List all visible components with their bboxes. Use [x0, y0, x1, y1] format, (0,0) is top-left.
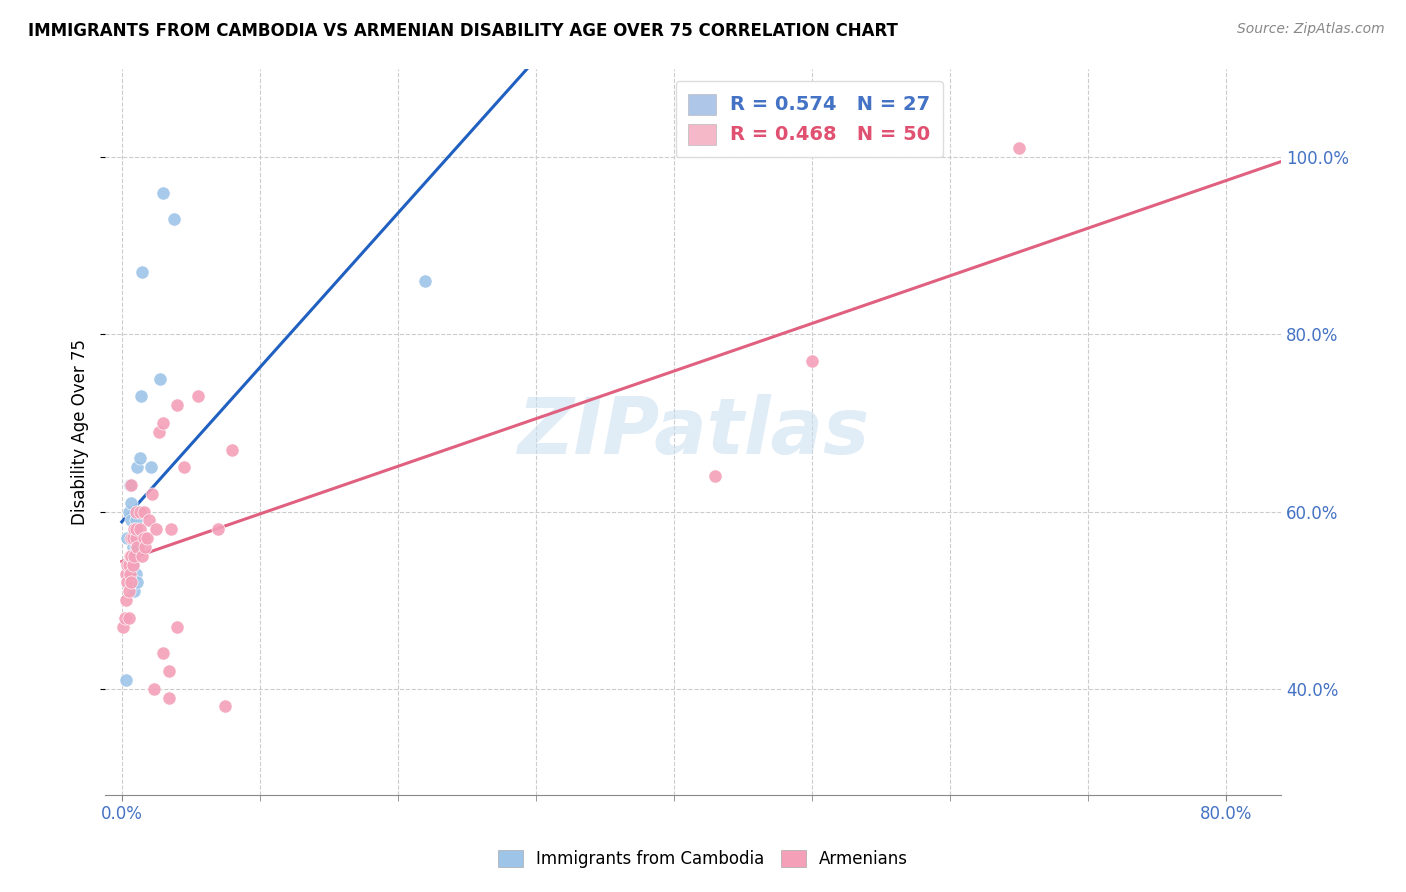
Point — [124, 504, 146, 518]
Point — [114, 611, 136, 625]
Point — [139, 460, 162, 475]
Point — [120, 575, 142, 590]
Point — [131, 549, 153, 563]
Point — [118, 584, 141, 599]
Point — [118, 611, 141, 625]
Point — [124, 566, 146, 581]
Point — [135, 531, 157, 545]
Point — [214, 699, 236, 714]
Point — [122, 531, 145, 545]
Text: Source: ZipAtlas.com: Source: ZipAtlas.com — [1237, 22, 1385, 37]
Point — [142, 681, 165, 696]
Point — [122, 549, 145, 563]
Point — [118, 478, 141, 492]
Point — [118, 558, 141, 572]
Point — [166, 398, 188, 412]
Point — [115, 593, 138, 607]
Point — [157, 690, 180, 705]
Point — [152, 646, 174, 660]
Y-axis label: Disability Age Over 75: Disability Age Over 75 — [72, 339, 89, 524]
Point — [134, 540, 156, 554]
Point — [125, 540, 148, 554]
Point — [187, 389, 209, 403]
Point — [160, 522, 183, 536]
Point — [132, 531, 155, 545]
Point — [120, 531, 142, 545]
Point — [149, 371, 172, 385]
Point — [122, 522, 145, 536]
Point — [118, 549, 141, 563]
Point — [207, 522, 229, 536]
Point — [128, 504, 150, 518]
Point — [704, 469, 727, 483]
Point — [415, 274, 437, 288]
Point — [117, 558, 139, 572]
Point — [118, 504, 141, 518]
Text: IMMIGRANTS FROM CAMBODIA VS ARMENIAN DISABILITY AGE OVER 75 CORRELATION CHART: IMMIGRANTS FROM CAMBODIA VS ARMENIAN DIS… — [28, 22, 898, 40]
Point — [128, 522, 150, 536]
Point — [120, 513, 142, 527]
Point — [166, 620, 188, 634]
Point — [121, 558, 143, 572]
Point — [115, 673, 138, 687]
Point — [124, 540, 146, 554]
Point — [121, 540, 143, 554]
Legend: Immigrants from Cambodia, Armenians: Immigrants from Cambodia, Armenians — [491, 843, 915, 875]
Point — [152, 416, 174, 430]
Point — [157, 664, 180, 678]
Point — [117, 575, 139, 590]
Point — [121, 549, 143, 563]
Point — [125, 460, 148, 475]
Point — [221, 442, 243, 457]
Point — [141, 487, 163, 501]
Point — [125, 575, 148, 590]
Point — [118, 478, 141, 492]
Point — [124, 531, 146, 545]
Point — [124, 513, 146, 527]
Point — [120, 478, 142, 492]
Point — [120, 549, 142, 563]
Point — [112, 620, 135, 634]
Point — [124, 522, 146, 536]
Point — [118, 566, 141, 581]
Point — [152, 186, 174, 200]
Point — [121, 531, 143, 545]
Point — [115, 566, 138, 581]
Point — [128, 451, 150, 466]
Point — [173, 460, 195, 475]
Point — [129, 389, 152, 403]
Point — [800, 354, 823, 368]
Point — [121, 558, 143, 572]
Point — [117, 531, 139, 545]
Point — [148, 425, 170, 439]
Text: ZIPatlas: ZIPatlas — [517, 393, 869, 470]
Point — [145, 522, 167, 536]
Point — [112, 841, 135, 855]
Point — [120, 496, 142, 510]
Point — [131, 265, 153, 279]
Point — [132, 504, 155, 518]
Point — [138, 513, 160, 527]
Point — [120, 558, 142, 572]
Point — [122, 584, 145, 599]
Legend: R = 0.574   N = 27, R = 0.468   N = 50: R = 0.574 N = 27, R = 0.468 N = 50 — [676, 81, 942, 157]
Point — [1008, 141, 1031, 155]
Point — [163, 212, 186, 227]
